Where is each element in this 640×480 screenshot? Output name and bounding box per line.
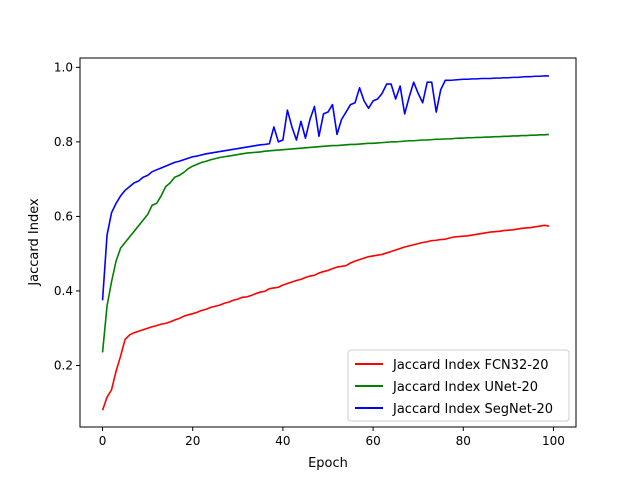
x-tick-label: 100 — [542, 434, 565, 448]
series-lines — [101, 75, 550, 411]
y-tick-label: 0.6 — [54, 209, 73, 223]
plot-frame — [79, 57, 577, 428]
x-axis-label: Epoch — [308, 456, 348, 471]
x-tick-label: 20 — [185, 434, 200, 448]
x-tick-label: 60 — [365, 434, 380, 448]
x-tick-label: 0 — [99, 434, 107, 448]
series-line-2 — [101, 75, 549, 301]
legend-label-unet: Jaccard Index UNet-20 — [392, 380, 538, 395]
series-line-1 — [101, 133, 550, 353]
legend-label-segnet: Jaccard Index SegNet-20 — [392, 402, 553, 417]
y-tick-label: 0.8 — [54, 135, 73, 149]
legend-box — [347, 349, 570, 422]
x-tick-label: 40 — [275, 434, 290, 448]
y-tick-label: 0.4 — [54, 284, 73, 298]
y-tick-label: 1.0 — [54, 60, 73, 74]
x-axis-ticks: 0 20 40 60 80 100 — [99, 427, 565, 448]
y-axis-label: Jaccard Index — [27, 198, 42, 287]
y-axis-ticks: 0.2 0.4 0.6 0.8 1.0 — [54, 60, 80, 373]
legend: Jaccard Index FCN32-20 Jaccard Index UNe… — [347, 349, 570, 422]
x-tick-label: 80 — [456, 434, 471, 448]
y-tick-label: 0.2 — [54, 359, 73, 373]
legend-label-fcn32: Jaccard Index FCN32-20 — [392, 358, 549, 373]
series-line-0 — [101, 224, 550, 411]
